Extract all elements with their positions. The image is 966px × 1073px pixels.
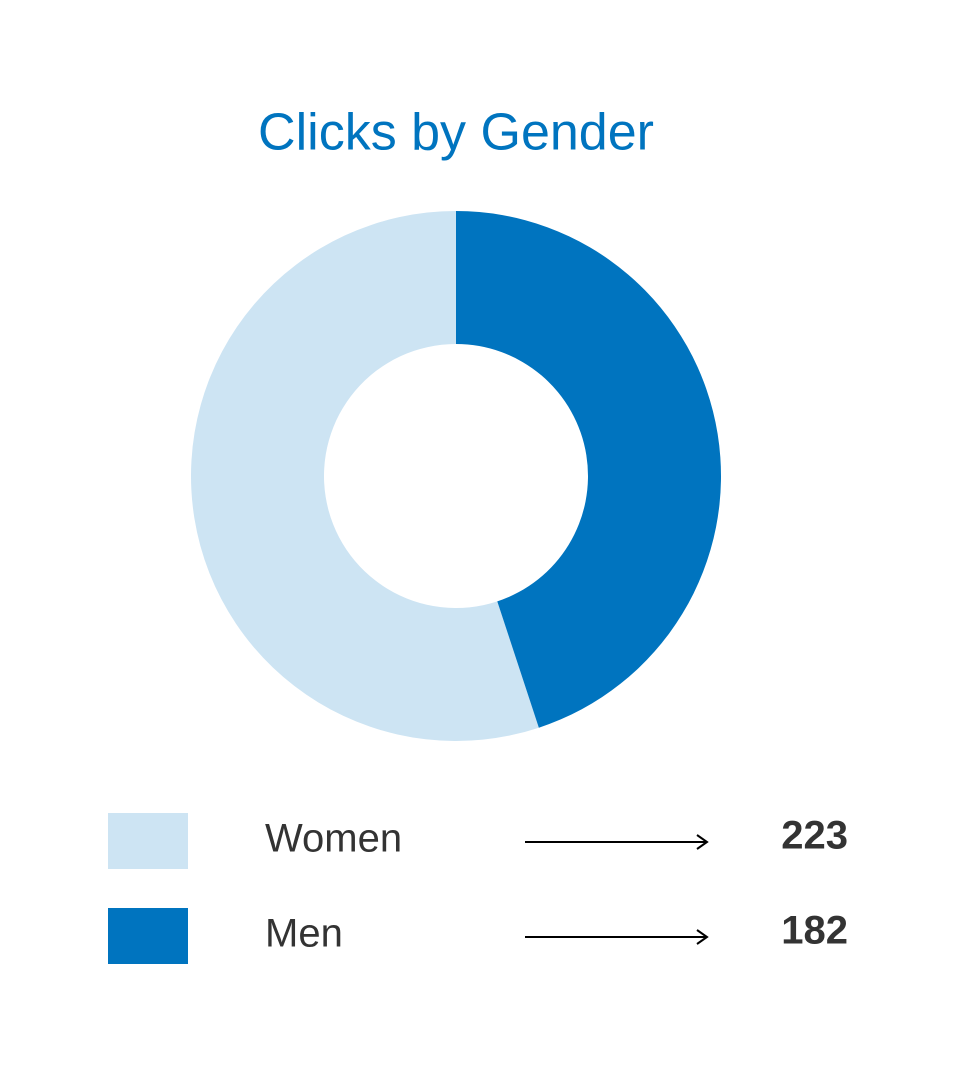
legend-swatch [108, 908, 188, 964]
chart-title: Clicks by Gender [258, 104, 654, 162]
arrow-head [696, 929, 709, 945]
arrow-head [696, 834, 709, 850]
donut-segment [190, 211, 539, 741]
donut-segment [456, 211, 721, 728]
legend-label: Men [265, 912, 343, 956]
legend-label: Women [265, 817, 402, 861]
value-label: 223 [781, 814, 848, 858]
value-label: 182 [781, 909, 848, 953]
legend-swatch [108, 813, 188, 869]
